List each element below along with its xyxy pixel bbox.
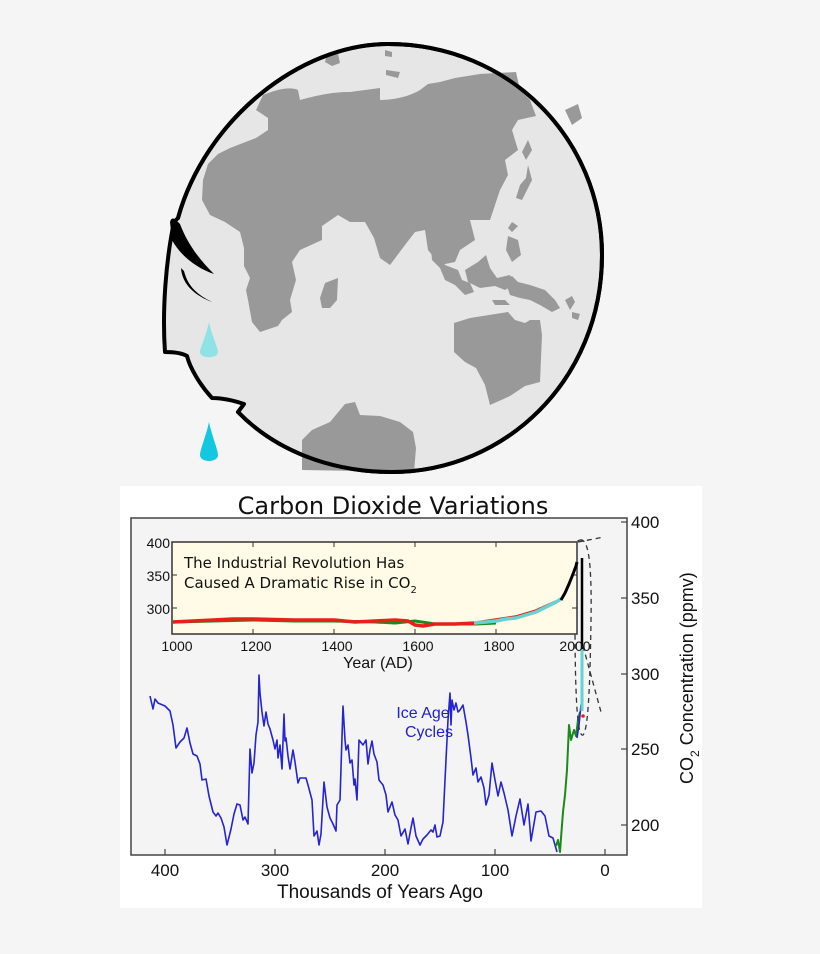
- inset-x-tick-label: 1400: [321, 638, 352, 654]
- zoom-callout-connector-bottom: [582, 645, 602, 713]
- inset-x-tick-label: 1800: [483, 638, 514, 654]
- inset-annotation-line2-sub: 2: [410, 585, 416, 596]
- y-axis-label: CO2 Concentration (ppmv): [677, 572, 702, 784]
- inset-x-tick-label: 1200: [240, 638, 271, 654]
- islands-japan: [508, 140, 532, 232]
- y-tick-label: 250: [631, 740, 659, 759]
- continent-eurasia-africa: [202, 72, 536, 332]
- y-tick-label: 200: [631, 816, 659, 835]
- continent-australia: [454, 312, 542, 405]
- x-tick-label: 100: [481, 861, 509, 880]
- inset-x-axis-label: Year (AD): [343, 655, 413, 672]
- inset-series-cyan: [473, 597, 562, 625]
- x-tick-label: 200: [371, 861, 399, 880]
- tear-dark-icon: [200, 422, 218, 461]
- series-red-marker: [581, 714, 585, 718]
- tear-light-icon: [200, 322, 218, 358]
- eyebrow-icon: [170, 218, 214, 274]
- y-tick-label: 400: [631, 513, 659, 532]
- inset-y-tick-label: 350: [147, 568, 171, 584]
- inset-annotation-line1: The Industrial Revolution Has: [183, 554, 404, 572]
- inset-x-axis: [252, 542, 497, 634]
- annotation-ice-age-line1: Ice Age: [396, 705, 449, 722]
- x-tick-label: 300: [261, 861, 289, 880]
- inset-y-tick-label: 400: [147, 535, 171, 551]
- inset-x-tick-label: 1600: [402, 638, 433, 654]
- continent-antarctica: [302, 402, 416, 472]
- annotation-ice-age-line2: Cycles: [405, 724, 453, 741]
- x-tick-label: 400: [151, 861, 179, 880]
- zoom-callout-connector-top: [577, 536, 605, 543]
- main-y-axis: [621, 521, 627, 826]
- crying-earth-illustration: [162, 41, 605, 475]
- series-ice-core-vostok: [149, 674, 558, 853]
- inset-y-tick-label: 300: [147, 601, 171, 617]
- inset-annotation-line2-base: Caused A Dramatic Rise in CO: [184, 574, 410, 592]
- y-axis-label-base: CO: [677, 757, 697, 784]
- inset-x-tick-label: 1000: [161, 638, 192, 654]
- islands-southeast-asia: [430, 236, 580, 320]
- y-tick-label: 300: [631, 665, 659, 684]
- continent-madagascar: [320, 278, 338, 308]
- main-x-axis: [164, 849, 606, 855]
- y-axis-label-sub: 2: [688, 750, 702, 757]
- y-tick-label: 350: [631, 589, 659, 608]
- x-axis-label: Thousands of Years Ago: [277, 882, 483, 903]
- series-ice-core-termination: [555, 711, 581, 853]
- y-axis-label-rest: Concentration (ppmv): [677, 572, 697, 750]
- inset-annotation-line2: Caused A Dramatic Rise in CO2: [184, 574, 417, 596]
- inset-series-black: [559, 561, 579, 601]
- globe-outline: [176, 41, 605, 475]
- chart-title: Carbon Dioxide Variations: [238, 492, 549, 520]
- eyelash-icon: [181, 268, 212, 302]
- inset-x-tick-label: 2000: [559, 638, 590, 654]
- x-tick-label: 0: [600, 861, 609, 880]
